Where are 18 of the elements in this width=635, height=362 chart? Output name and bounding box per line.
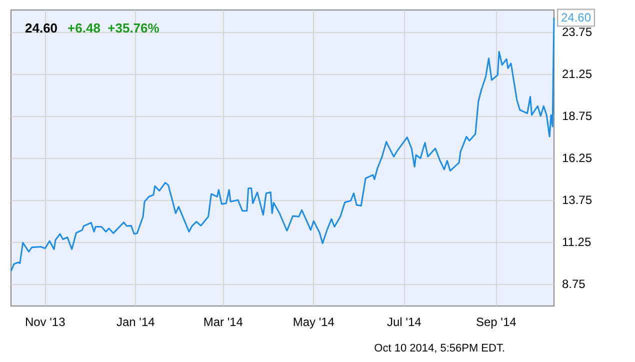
x-tick-label: Jan '14	[116, 315, 156, 329]
x-tick-label: Sep '14	[476, 315, 517, 329]
y-tick-label: 21.25	[562, 67, 592, 82]
y-tick-label: 11.25	[562, 234, 592, 249]
x-tick-label: Jul '14	[387, 315, 422, 329]
x-tick-label: Nov '13	[24, 315, 66, 329]
y-tick-label: 8.75	[562, 276, 586, 291]
y-tick-label: 23.75	[562, 25, 592, 40]
text: +6.48 +35.76%	[68, 20, 160, 36]
x-tick-label: Mar '14	[203, 315, 244, 329]
line-series	[10, 16, 555, 272]
y-tick-label: 16.25	[562, 151, 592, 165]
text: Oct 10 2014, 5:56PM EDT.	[374, 342, 506, 354]
x-tick-label: May '14	[292, 315, 335, 329]
y-tick-label: 18.75	[562, 109, 592, 123]
annotation: 24.60	[561, 10, 592, 25]
y-tick-label: 13.75	[562, 193, 592, 207]
text: 24.60	[25, 20, 58, 36]
